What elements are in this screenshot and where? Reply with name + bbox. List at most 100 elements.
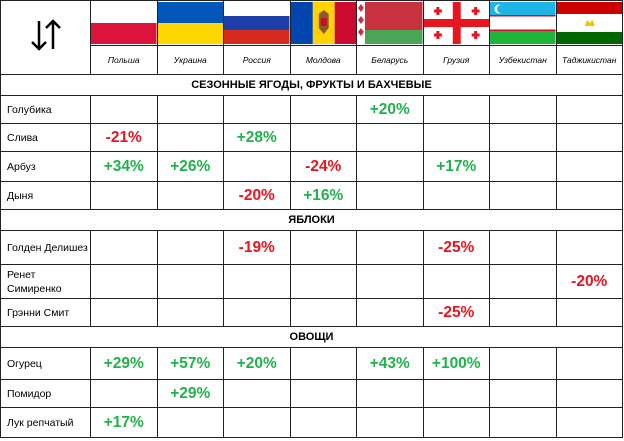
- data-row: Огурец +29% +57% +20% +43% +100%: [0, 347, 623, 380]
- row-label: Арбуз: [0, 151, 91, 182]
- change-value: +57%: [156, 347, 224, 380]
- country-name: Польша: [90, 45, 158, 75]
- empty-cell: [489, 379, 557, 408]
- change-value: -24%: [289, 151, 357, 182]
- empty-cell: [555, 298, 623, 327]
- empty-cell: [422, 407, 490, 438]
- empty-cell: [289, 407, 357, 438]
- change-value: +29%: [156, 379, 224, 408]
- empty-cell: [555, 407, 623, 438]
- row-label: Дыня: [0, 181, 91, 210]
- data-row: Слива -21% +28%: [0, 123, 623, 152]
- empty-cell: [289, 230, 357, 265]
- empty-cell: [223, 407, 291, 438]
- empty-cell: [356, 151, 424, 182]
- empty-cell: [156, 407, 224, 438]
- change-value: +20%: [223, 347, 291, 380]
- data-row: Голден Делишез -19% -25%: [0, 230, 623, 265]
- flag-poland: [90, 0, 158, 47]
- empty-cell: [489, 347, 557, 380]
- change-value: +29%: [90, 347, 158, 380]
- empty-cell: [489, 264, 557, 299]
- row-label: Огурец: [0, 347, 91, 380]
- empty-cell: [223, 151, 291, 182]
- data-row: Ренет Симиренко -20%: [0, 264, 623, 299]
- empty-cell: [489, 151, 557, 182]
- empty-cell: [356, 230, 424, 265]
- country-name: Таджикистан: [555, 45, 623, 75]
- flag-belarus: [356, 0, 424, 47]
- empty-cell: [356, 298, 424, 327]
- empty-cell: [223, 379, 291, 408]
- empty-cell: [489, 181, 557, 210]
- empty-cell: [356, 264, 424, 299]
- data-row: Дыня -20% +16%: [0, 181, 623, 210]
- empty-cell: [356, 181, 424, 210]
- empty-cell: [90, 379, 158, 408]
- empty-cell: [90, 181, 158, 210]
- change-value: -25%: [422, 230, 490, 265]
- empty-cell: [289, 95, 357, 124]
- sort-icon: [31, 19, 61, 51]
- empty-cell: [489, 95, 557, 124]
- country-name: Грузия: [422, 45, 490, 75]
- change-value: -19%: [223, 230, 291, 265]
- empty-cell: [555, 379, 623, 408]
- empty-cell: [356, 407, 424, 438]
- empty-cell: [555, 95, 623, 124]
- empty-cell: [223, 264, 291, 299]
- empty-cell: [90, 264, 158, 299]
- section-row: СЕЗОННЫЕ ЯГОДЫ, ФРУКТЫ И БАХЧЕВЫЕ: [0, 74, 623, 96]
- row-label: Лук репчатый: [0, 407, 91, 438]
- flag-ukraine: [156, 0, 224, 47]
- empty-cell: [289, 123, 357, 152]
- empty-cell: [156, 230, 224, 265]
- section-title: ОВОЩИ: [0, 326, 623, 348]
- empty-cell: [489, 298, 557, 327]
- data-row: Грэнни Смит -25%: [0, 298, 623, 327]
- data-row: Помидор +29%: [0, 379, 623, 408]
- row-label: Голден Делишез: [0, 230, 91, 265]
- section-row: ОВОЩИ: [0, 326, 623, 348]
- data-row: Лук репчатый +17%: [0, 407, 623, 438]
- empty-cell: [223, 95, 291, 124]
- empty-cell: [156, 95, 224, 124]
- empty-cell: [289, 298, 357, 327]
- change-value: -20%: [555, 264, 623, 299]
- empty-cell: [489, 407, 557, 438]
- change-value: +43%: [356, 347, 424, 380]
- change-value: -21%: [90, 123, 158, 152]
- country-name: Молдова: [289, 45, 357, 75]
- country-name: Узбекистан: [489, 45, 557, 75]
- empty-cell: [156, 181, 224, 210]
- empty-cell: [90, 230, 158, 265]
- change-value: +26%: [156, 151, 224, 182]
- empty-cell: [422, 264, 490, 299]
- row-label: Слива: [0, 123, 91, 152]
- flag-row: [0, 0, 623, 75]
- empty-cell: [422, 181, 490, 210]
- country-row: Польша Украина Россия Молдова Беларусь Грузия…: [1, 45, 623, 75]
- empty-cell: [289, 264, 357, 299]
- change-value: +17%: [422, 151, 490, 182]
- flag-georgia: [422, 0, 490, 47]
- flag-uzbekistan: [489, 0, 557, 47]
- section-title: СЕЗОННЫЕ ЯГОДЫ, ФРУКТЫ И БАХЧЕВЫЕ: [0, 74, 623, 96]
- empty-cell: [422, 123, 490, 152]
- empty-cell: [90, 298, 158, 327]
- empty-cell: [422, 95, 490, 124]
- change-value: +20%: [356, 95, 424, 124]
- empty-cell: [356, 379, 424, 408]
- row-label: Помидор: [0, 379, 91, 408]
- row-label: Голубика: [0, 95, 91, 124]
- empty-cell: [555, 230, 623, 265]
- empty-cell: [555, 181, 623, 210]
- sort-icon-cell: [0, 0, 91, 75]
- flag-russia: [223, 0, 291, 47]
- empty-cell: [489, 123, 557, 152]
- section-row: ЯБЛОКИ: [0, 209, 623, 231]
- empty-cell: [555, 123, 623, 152]
- data-row: Арбуз +34% +26% -24% +17%: [0, 151, 623, 182]
- change-value: -25%: [422, 298, 490, 327]
